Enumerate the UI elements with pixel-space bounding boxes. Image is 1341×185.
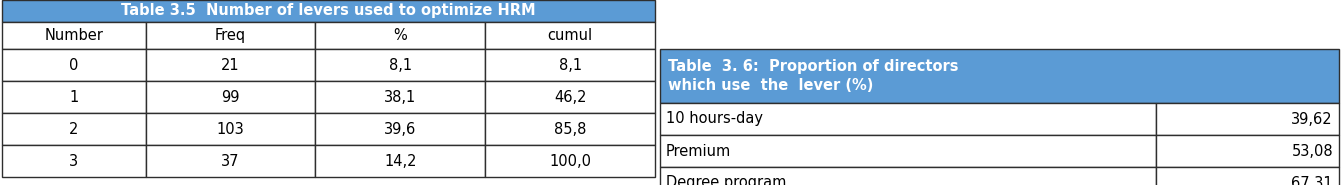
Text: 21: 21 [221,58,240,73]
Text: 1: 1 [70,90,79,105]
Bar [660,167,1156,185]
Text: which use  the  lever (%): which use the lever (%) [668,78,873,93]
Bar [1,22,146,49]
Bar [660,135,1156,167]
Bar [485,113,654,145]
Text: 8,1: 8,1 [389,58,412,73]
Bar [315,22,485,49]
Bar [1156,103,1340,135]
Text: 85,8: 85,8 [554,122,586,137]
Text: 38,1: 38,1 [385,90,417,105]
Text: Freq: Freq [215,28,247,43]
Text: 2: 2 [70,122,79,137]
Text: 0: 0 [70,58,79,73]
Text: 100,0: 100,0 [548,154,591,169]
Text: %: % [393,28,408,43]
Text: 99: 99 [221,90,240,105]
Bar [485,22,654,49]
Bar [1156,135,1340,167]
Bar [146,81,315,113]
Bar [1,81,146,113]
Bar [660,103,1156,135]
Text: 67,31: 67,31 [1291,176,1333,185]
Bar [1,145,146,177]
Text: Premium: Premium [666,144,731,159]
Text: Degree program: Degree program [666,176,786,185]
Bar [315,113,485,145]
Bar [660,49,1340,103]
Bar [1,49,146,81]
Text: 39,62: 39,62 [1291,112,1333,127]
Text: 3: 3 [70,154,78,169]
Text: 10 hours-day: 10 hours-day [666,112,763,127]
Bar [1156,167,1340,185]
Bar [485,81,654,113]
Bar [315,49,485,81]
Bar [485,49,654,81]
Text: 37: 37 [221,154,240,169]
Text: cumul: cumul [547,28,593,43]
Text: 46,2: 46,2 [554,90,586,105]
Bar [315,145,485,177]
Text: 53,08: 53,08 [1291,144,1333,159]
Bar [146,49,315,81]
Text: 39,6: 39,6 [385,122,417,137]
Bar [1,113,146,145]
Bar [1,0,654,22]
Text: Table 3.5  Number of levers used to optimize HRM: Table 3.5 Number of levers used to optim… [121,4,536,18]
Bar [146,145,315,177]
Bar [146,113,315,145]
Bar [146,22,315,49]
Text: 103: 103 [217,122,244,137]
Text: 8,1: 8,1 [559,58,582,73]
Bar [315,81,485,113]
Bar [485,145,654,177]
Text: Number: Number [44,28,103,43]
Text: Table  3. 6:  Proportion of directors: Table 3. 6: Proportion of directors [668,58,959,73]
Text: 14,2: 14,2 [384,154,417,169]
